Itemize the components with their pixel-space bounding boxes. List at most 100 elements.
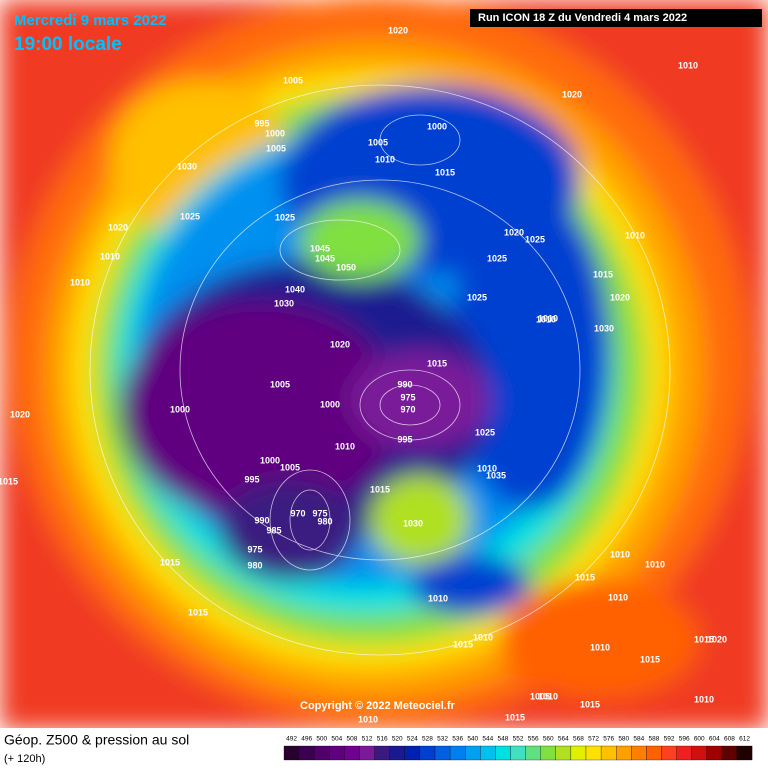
pressure-label: 1010 xyxy=(358,714,378,724)
pressure-label: 1010 xyxy=(538,313,558,323)
pressure-label: 1010 xyxy=(678,60,698,70)
colorbar-label: 552 xyxy=(513,736,524,743)
colorbar-swatch xyxy=(449,745,466,761)
colorbar-label: 524 xyxy=(407,736,418,743)
pressure-label: 1015 xyxy=(435,167,455,177)
pressure-label: 1015 xyxy=(453,639,473,649)
colorbar-swatch xyxy=(555,745,572,761)
colorbar-label: 608 xyxy=(724,736,735,743)
pressure-label: 1015 xyxy=(0,476,18,486)
pressure-label: 995 xyxy=(254,118,269,128)
run-info: Run ICON 18 Z du Vendredi 4 mars 2022 xyxy=(478,12,687,24)
colorbar-swatch xyxy=(600,745,617,761)
colorbar-swatch xyxy=(736,745,753,761)
pressure-label: 1015 xyxy=(593,269,613,279)
colorbar-swatch xyxy=(570,745,587,761)
colorbar-label: 512 xyxy=(362,736,373,743)
colorbar-swatch xyxy=(298,745,315,761)
colorbar-label: 560 xyxy=(543,736,554,743)
time: 19:00 locale xyxy=(14,34,122,55)
pressure-label: 980 xyxy=(317,516,332,526)
pressure-label: 1025 xyxy=(487,253,507,263)
pressure-label: 1020 xyxy=(707,634,727,644)
pressure-label: 975 xyxy=(400,392,415,402)
pressure-label: 1045 xyxy=(310,243,330,253)
colorbar-swatch xyxy=(646,745,662,761)
isobars xyxy=(89,84,671,656)
colorbar-label: 528 xyxy=(422,736,433,743)
pressure-label: 1010 xyxy=(375,154,395,164)
colorbar-swatch xyxy=(314,745,330,761)
pressure-label: 990 xyxy=(254,515,269,525)
pressure-label: 1020 xyxy=(108,222,128,232)
pressure-label: 1020 xyxy=(504,227,524,237)
colorbar-label: 600 xyxy=(694,736,705,743)
colorbar-label: 556 xyxy=(528,736,539,743)
colorbar-label: 592 xyxy=(664,736,675,743)
pressure-label: 1005 xyxy=(530,691,550,701)
pressure-label: 1020 xyxy=(610,292,630,302)
colorbar-label: 544 xyxy=(482,736,493,743)
pressure-label: 1005 xyxy=(280,462,300,472)
pressure-label: 990 xyxy=(397,379,412,389)
pressure-label: 1000 xyxy=(260,455,280,465)
colorbar-swatch xyxy=(721,745,738,761)
colorbar-label: 612 xyxy=(739,736,750,743)
colorbar-label: 516 xyxy=(377,736,388,743)
pressure-label: 970 xyxy=(290,508,305,518)
pressure-label: 995 xyxy=(244,474,259,484)
pressure-label: 1025 xyxy=(475,427,495,437)
colorbar-swatch xyxy=(329,745,345,761)
pressure-label: 1015 xyxy=(640,654,660,664)
colorbar-swatch xyxy=(691,745,707,761)
colorbar-label: 568 xyxy=(573,736,584,743)
colorbar-label: 540 xyxy=(467,736,478,743)
colorbar-label: 588 xyxy=(649,736,660,743)
pressure-label: 985 xyxy=(266,525,281,535)
colorbar-label: 496 xyxy=(301,736,312,743)
colorbar-swatch xyxy=(419,745,436,761)
pressure-label: 1025 xyxy=(467,292,487,302)
pressure-label: 1030 xyxy=(594,323,614,333)
date: Mercredi 9 mars 2022 xyxy=(14,12,167,29)
pressure-label: 1015 xyxy=(694,634,714,644)
pressure-label: 1020 xyxy=(330,339,350,349)
colorbar-label: 564 xyxy=(558,736,569,743)
pressure-label: 1030 xyxy=(403,518,423,528)
pressure-label: 1030 xyxy=(274,298,294,308)
pressure-label: 995 xyxy=(397,434,412,444)
pressure-label: 1015 xyxy=(370,484,390,494)
pressure-label: 1020 xyxy=(562,89,582,99)
colorbar-swatch xyxy=(706,745,723,761)
colorbar-swatch xyxy=(525,745,541,761)
colorbar-swatch xyxy=(616,745,632,761)
pressure-label: 1005 xyxy=(368,137,388,147)
pressure-label: 1000 xyxy=(427,121,447,131)
colorbar-label: 580 xyxy=(618,736,629,743)
pressure-label: 1010 xyxy=(473,632,493,642)
pressure-label: 1040 xyxy=(285,284,305,294)
pressure-label: 1010 xyxy=(645,559,665,569)
copyright: Copyright © 2022 Meteociel.fr xyxy=(300,700,456,712)
colorbar-swatch xyxy=(389,745,405,761)
pressure-label: 1025 xyxy=(275,212,295,222)
pressure-label: 1000 xyxy=(170,404,190,414)
pressure-label: 1050 xyxy=(336,262,356,272)
colorbar-label: 504 xyxy=(331,736,342,743)
colorbar-swatch xyxy=(359,745,375,761)
pressure-label: 970 xyxy=(400,404,415,414)
colorbar-label: 520 xyxy=(392,736,403,743)
pressure-label: 1010 xyxy=(625,230,645,240)
pressure-label: 1000 xyxy=(265,128,285,138)
pressure-label: 1020 xyxy=(388,25,408,35)
colorbar-label: 536 xyxy=(452,736,463,743)
colorbar-label: 576 xyxy=(603,736,614,743)
map-field xyxy=(0,0,768,730)
colorbar-label: 572 xyxy=(588,736,599,743)
pressure-label: 1015 xyxy=(575,572,595,582)
pressure-label: 1010 xyxy=(477,463,497,473)
pressure-label: 1010 xyxy=(694,694,714,704)
pressure-label: 1015 xyxy=(160,557,180,567)
pressure-label: 1010 xyxy=(536,314,556,324)
